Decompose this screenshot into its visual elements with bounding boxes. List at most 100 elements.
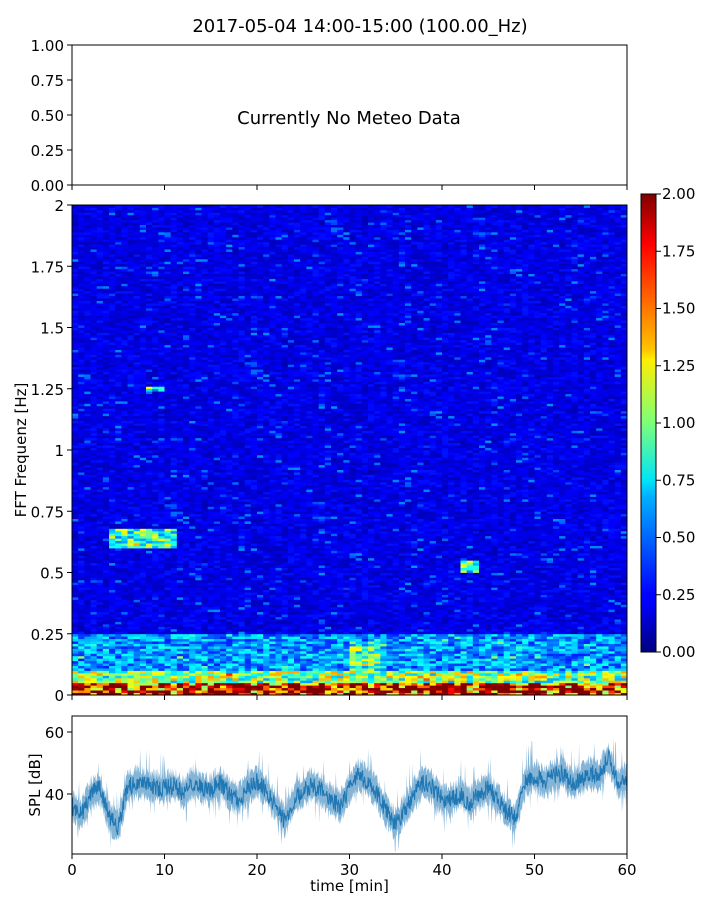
spectrogram-cell [133,560,141,564]
spectrogram-cell [509,687,517,691]
spectrogram-cell [207,655,215,659]
spectrogram-cell [201,638,209,642]
spectrogram-cell [331,570,338,573]
spectrogram-cell [417,660,425,664]
spectrogram-cell [349,655,357,659]
spectrogram-cell [78,692,85,695]
spectrogram-cell [176,670,184,674]
spectrogram-cell [355,670,363,674]
spectrogram-cell [559,589,566,593]
spectrogram-cell [608,572,616,576]
spectrogram-cell [546,655,554,659]
spectrogram-cell [565,675,573,679]
spectrogram-cell [546,670,554,674]
spectrogram-cell [620,672,627,676]
spectrogram-cell [343,604,351,608]
spectrogram-cell [294,650,301,654]
spectrogram-cell [559,692,566,695]
spectrogram-cell [559,663,566,666]
spectrogram-cell [497,565,505,568]
spectrogram-cell [448,646,455,649]
spectrogram-cell [139,594,147,598]
spectrogram-cell [472,589,480,593]
spectrogram-cell [565,648,573,652]
spectrogram-cell [479,631,486,635]
spectrogram-cell [300,606,307,610]
spectrogram-cell [553,611,560,615]
spectrogram-cell [195,604,203,608]
spectrogram-cell [546,646,554,649]
spectrogram-cell [337,653,344,657]
spectrogram-cell [509,609,517,613]
spectrogram-cell [343,677,351,681]
spectrogram-cell [380,648,388,652]
spectrogram-cell [522,604,529,608]
spectrogram-cell [133,577,141,581]
spectrogram-cell [152,604,159,608]
spectrogram-cell [170,638,178,642]
spectrogram-cell [337,570,344,573]
spectrogram-cell [448,562,455,566]
spectrogram-cell [164,660,172,664]
spectrogram-cell [121,643,129,647]
spectrogram-panel: 0 0.25 0.5 0.75 1 1.25 1.5 1.75 2 FFT Fr… [12,197,628,705]
spectrogram-cell [96,675,104,679]
spectrogram-cell [479,560,486,564]
spectrogram-cell [405,601,412,605]
spectrogram-cell [226,577,233,581]
spectrogram-cell [337,599,344,603]
spectrogram-cell [300,587,307,591]
spectrogram-cell [121,692,129,695]
spectrogram-cell [281,611,289,615]
spectrogram-cell [361,572,369,576]
spectrogram-cell [479,621,486,625]
spectrogram-cell [553,572,560,576]
spectrogram-cell [386,650,394,654]
spectrogram-cell [534,579,542,583]
spectrogram-cell [466,592,474,595]
spectrogram-cell [343,611,351,615]
spectrogram-cell [442,655,449,659]
spectrogram-cell [472,567,480,571]
spectrogram-cell [176,609,184,613]
spectrogram-cell [479,565,486,568]
spectrogram-cell [220,599,227,603]
spectrogram-cell [374,672,381,676]
spectrogram-cell [300,687,307,691]
spectrogram-cell [479,628,486,632]
spectrogram-cell [368,663,375,666]
spectrogram-cell [485,633,492,637]
spectrogram-cell [183,668,190,671]
spectrogram-cell [287,587,295,591]
spectrogram-cell [565,658,573,662]
spectrogram-cell [201,677,209,681]
spectrogram-cell [300,572,307,576]
spectrogram-cell [250,631,258,635]
spectrogram-cell [503,628,511,632]
spectrogram-cell [232,560,240,564]
spectrogram-cell [238,597,246,600]
spectrogram-cell [312,631,320,635]
spectrogram-cell [503,582,511,586]
spectrogram-cell [90,599,98,603]
spectrogram-cell [263,646,270,649]
spectrogram-cell [213,641,221,644]
spectrogram-cell [571,574,579,578]
spectrogram-cell [72,648,79,652]
spectrogram-cell [620,687,627,691]
spectrogram-cell [516,589,523,593]
spectrogram-cell [491,638,499,642]
spectrogram-cell [590,601,597,605]
spectrogram-cell [503,597,511,600]
spectrogram-cell [318,623,326,627]
spectrogram-cell [392,611,400,615]
spectrogram-cell [497,587,505,591]
spectrogram-cell [466,633,474,637]
spectrogram-cell [522,692,529,695]
spectrogram-cell [614,653,622,657]
spectrogram-cell [429,614,437,617]
spectrogram-cell [577,677,585,681]
spectrogram-cell [287,582,295,586]
spectrogram-cell [423,606,431,610]
spectrogram-cell [454,687,462,691]
